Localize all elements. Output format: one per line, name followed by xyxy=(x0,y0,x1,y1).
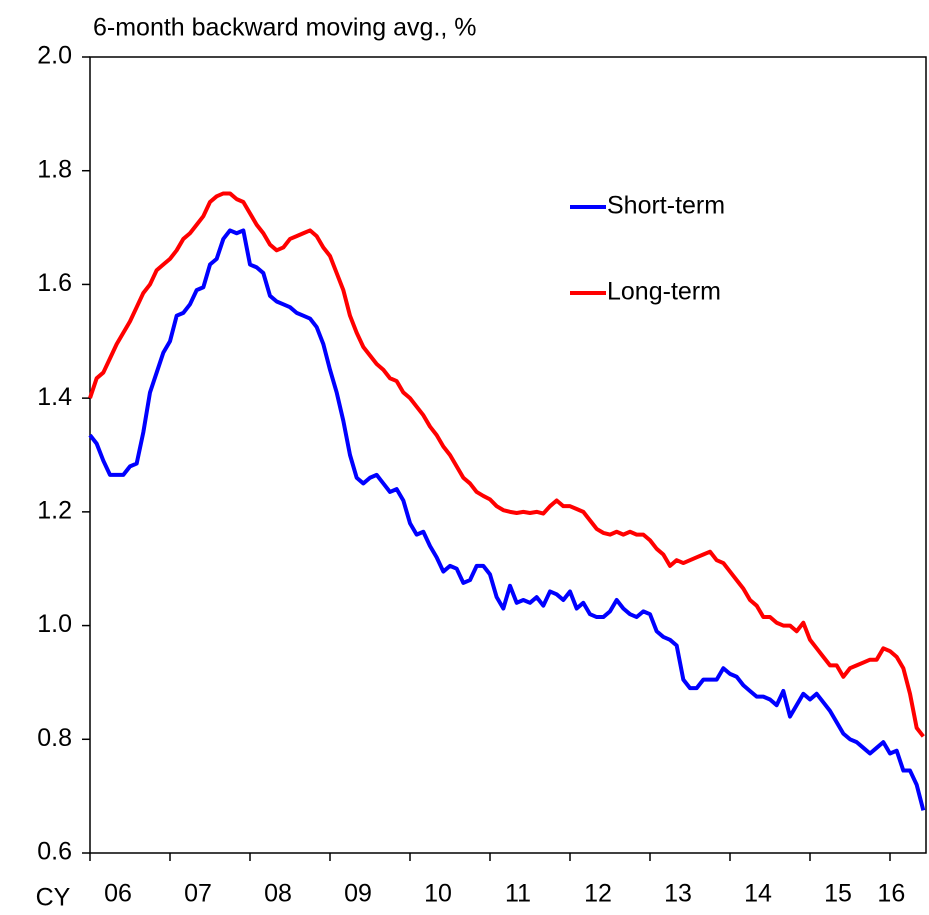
y-tick-label: 1.4 xyxy=(37,383,72,411)
x-tick-label: 06 xyxy=(104,880,132,908)
x-tick-label: 07 xyxy=(184,880,212,908)
y-tick-label: 1.2 xyxy=(37,496,72,524)
series-line xyxy=(88,191,925,738)
x-tick-label: 08 xyxy=(264,880,292,908)
x-tick-label: 11 xyxy=(505,880,531,908)
x-tick-label: 09 xyxy=(344,880,372,908)
y-tick-label: 1.8 xyxy=(37,155,72,183)
legend-label: Long-term xyxy=(607,278,721,306)
x-tick-label: 13 xyxy=(664,880,692,908)
x-tick-label: 16 xyxy=(877,880,905,908)
y-tick-label: 1.6 xyxy=(37,269,72,297)
x-axis-label: CY xyxy=(36,884,71,912)
legend-label: Short-term xyxy=(607,192,725,220)
y-tick-label: 0.6 xyxy=(37,838,72,866)
x-tick-label: 10 xyxy=(424,880,452,908)
chart-title: 6-month backward moving avg., % xyxy=(93,14,477,42)
y-tick-label: 0.8 xyxy=(37,724,72,752)
plot-frame xyxy=(89,56,927,854)
y-tick-label: 2.0 xyxy=(37,42,72,70)
x-tick-label: 12 xyxy=(584,880,612,908)
x-tick-label: 14 xyxy=(744,880,772,908)
x-tick-label: 15 xyxy=(824,880,852,908)
y-tick-label: 1.0 xyxy=(37,610,72,638)
series-line xyxy=(88,228,926,811)
